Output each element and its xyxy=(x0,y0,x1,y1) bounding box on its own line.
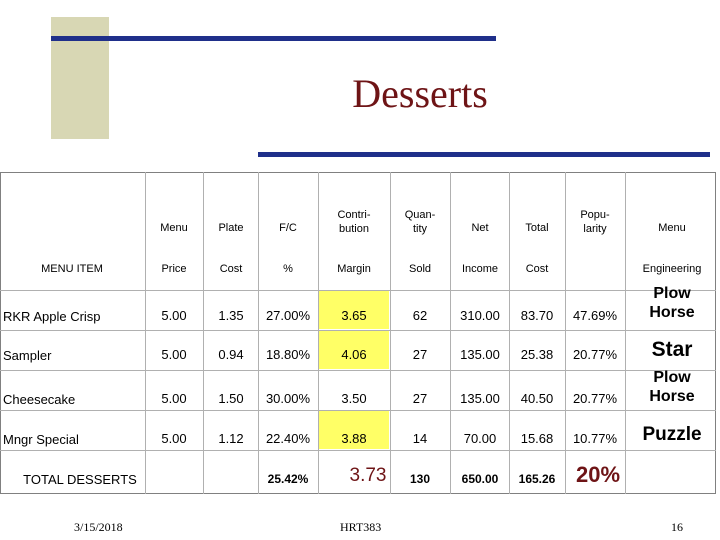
totals-total-cost: 165.26 xyxy=(518,472,556,486)
row-income: 310.00 xyxy=(460,308,500,323)
row-margin: 4.06 xyxy=(341,347,367,362)
margin-highlight xyxy=(319,411,389,449)
decorative-line-bottom xyxy=(258,152,710,157)
row-engineering: Puzzle xyxy=(642,424,702,445)
row-cost: 1.50 xyxy=(218,391,244,406)
header-plate: Plate xyxy=(218,222,244,234)
row-cost: 1.35 xyxy=(218,308,244,323)
margin-highlight xyxy=(319,291,389,329)
header-engineering: Engineering xyxy=(642,263,702,275)
header-popularity: Popu- larity xyxy=(580,209,610,235)
header-total-cost: Cost xyxy=(525,263,549,275)
header-menu-eng: Menu xyxy=(658,222,686,234)
grid-line xyxy=(0,410,716,411)
row-income: 135.00 xyxy=(460,391,500,406)
row-item: Sampler xyxy=(3,348,52,363)
grid-line xyxy=(450,172,451,494)
row-popularity: 20.77% xyxy=(572,391,618,406)
header-sold: Sold xyxy=(408,263,432,275)
totals-margin: 3.73 xyxy=(349,465,387,486)
header-margin: Margin xyxy=(337,263,371,275)
row-margin: 3.65 xyxy=(341,308,367,323)
footer-course: HRT383 xyxy=(340,520,382,534)
margin-highlight xyxy=(319,331,389,369)
header-cost: Cost xyxy=(219,263,243,275)
row-fc: 30.00% xyxy=(265,391,311,406)
row-popularity: 20.77% xyxy=(572,347,618,362)
header-quantity: Quan- tity xyxy=(404,209,436,235)
row-total-cost: 25.38 xyxy=(520,347,554,362)
grid-line xyxy=(625,172,626,494)
row-price: 5.00 xyxy=(161,391,187,406)
header-total: Total xyxy=(525,222,549,234)
grid-line xyxy=(0,450,716,451)
row-price: 5.00 xyxy=(161,431,187,446)
row-income: 70.00 xyxy=(463,431,497,446)
row-item: RKR Apple Crisp xyxy=(3,309,101,324)
row-engineering: Plow Horse xyxy=(649,369,695,405)
header-fc: F/C xyxy=(279,222,297,234)
footer-date: 3/15/2018 xyxy=(74,520,123,534)
grid-line xyxy=(0,370,716,371)
header-net: Net xyxy=(471,222,489,234)
totals-sold: 130 xyxy=(409,472,431,486)
totals-income: 650.00 xyxy=(461,472,499,486)
decorative-line-top xyxy=(51,36,496,41)
grid-line xyxy=(0,290,716,291)
row-fc: 18.80% xyxy=(265,347,311,362)
grid-line xyxy=(390,172,391,494)
grid-line xyxy=(145,172,146,494)
menu-engineering-table xyxy=(0,172,716,494)
grid-line xyxy=(565,172,566,494)
row-sold: 27 xyxy=(412,347,428,362)
row-fc: 22.40% xyxy=(265,431,311,446)
row-total-cost: 15.68 xyxy=(520,431,554,446)
row-income: 135.00 xyxy=(460,347,500,362)
row-item: Mngr Special xyxy=(3,432,79,447)
row-popularity: 10.77% xyxy=(572,431,618,446)
row-total-cost: 40.50 xyxy=(520,391,554,406)
header-menu: Menu xyxy=(160,222,188,234)
totals-fc: 25.42% xyxy=(267,472,309,486)
row-sold: 27 xyxy=(412,391,428,406)
header-menu-item: MENU ITEM xyxy=(41,263,103,275)
totals-popularity: 20% xyxy=(575,462,621,487)
row-cost: 0.94 xyxy=(218,347,244,362)
grid-line xyxy=(258,172,259,494)
row-price: 5.00 xyxy=(161,347,187,362)
row-margin: 3.50 xyxy=(341,391,367,406)
row-fc: 27.00% xyxy=(265,308,311,323)
row-margin: 3.88 xyxy=(341,431,367,446)
row-total-cost: 83.70 xyxy=(520,308,554,323)
grid-line xyxy=(203,172,204,494)
grid-line xyxy=(509,172,510,494)
row-cost: 1.12 xyxy=(218,431,244,446)
slide-title: Desserts xyxy=(352,71,488,116)
row-price: 5.00 xyxy=(161,308,187,323)
row-engineering: Star xyxy=(651,338,693,361)
header-pct: % xyxy=(283,263,293,275)
totals-label: TOTAL DESSERTS xyxy=(23,472,137,487)
footer-page-number: 16 xyxy=(671,520,683,534)
row-sold: 14 xyxy=(412,431,428,446)
header-income: Income xyxy=(461,263,499,275)
row-engineering: Plow Horse xyxy=(649,285,695,321)
header-price: Price xyxy=(161,263,187,275)
header-contribution: Contri- bution xyxy=(337,209,371,235)
row-sold: 62 xyxy=(412,308,428,323)
row-item: Cheesecake xyxy=(3,392,76,407)
grid-line xyxy=(0,330,716,331)
grid-line xyxy=(318,172,319,494)
row-popularity: 47.69% xyxy=(572,308,618,323)
